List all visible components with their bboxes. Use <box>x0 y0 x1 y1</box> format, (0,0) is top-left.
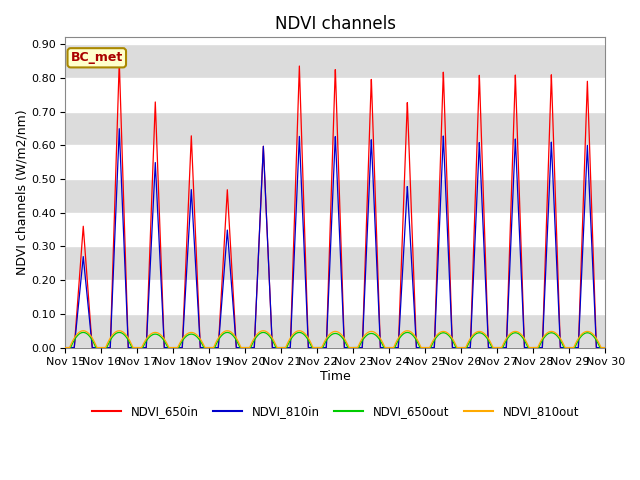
NDVI_650in <box>316 345 323 350</box>
NDVI_810out <box>487 340 495 346</box>
NDVI_650out <box>316 345 323 350</box>
NDVI_650out <box>601 345 609 350</box>
Bar <box>65 314 605 348</box>
NDVI_810in <box>602 345 609 350</box>
NDVI_810out <box>79 328 87 334</box>
NDVI_810in <box>115 126 123 132</box>
Title: NDVI channels: NDVI channels <box>275 15 396 33</box>
NDVI_650out <box>602 345 609 350</box>
NDVI_650in <box>61 345 69 350</box>
NDVI_810out <box>601 345 609 350</box>
NDVI_810in <box>456 345 464 350</box>
NDVI_650in <box>487 345 495 350</box>
NDVI_650in <box>427 345 435 350</box>
NDVI_810out <box>159 334 166 339</box>
NDVI_650out <box>159 336 166 341</box>
NDVI_810in <box>316 345 323 350</box>
NDVI_810out <box>316 345 323 350</box>
NDVI_810out <box>602 345 609 350</box>
Line: NDVI_650in: NDVI_650in <box>65 61 605 348</box>
NDVI_650in <box>159 294 166 300</box>
NDVI_810in <box>601 345 609 350</box>
NDVI_810in <box>159 307 166 312</box>
Bar <box>65 111 605 145</box>
Bar <box>65 246 605 280</box>
NDVI_650out <box>487 342 495 348</box>
NDVI_650out <box>79 330 87 336</box>
NDVI_650in <box>602 345 609 350</box>
Text: BC_met: BC_met <box>70 51 123 64</box>
NDVI_810out <box>456 345 464 350</box>
Bar <box>65 179 605 213</box>
NDVI_810in <box>61 345 69 350</box>
Legend: NDVI_650in, NDVI_810in, NDVI_650out, NDVI_810out: NDVI_650in, NDVI_810in, NDVI_650out, NDV… <box>87 400 584 422</box>
Line: NDVI_650out: NDVI_650out <box>65 333 605 348</box>
Line: NDVI_810in: NDVI_810in <box>65 129 605 348</box>
NDVI_810out <box>61 345 69 350</box>
NDVI_650in <box>601 345 609 350</box>
Line: NDVI_810out: NDVI_810out <box>65 331 605 348</box>
NDVI_650out <box>61 345 69 350</box>
NDVI_810in <box>427 345 435 350</box>
Bar <box>65 44 605 78</box>
NDVI_810in <box>487 345 495 350</box>
NDVI_810out <box>427 343 435 349</box>
NDVI_650out <box>456 345 464 350</box>
NDVI_650in <box>456 345 464 350</box>
X-axis label: Time: Time <box>320 370 351 383</box>
Y-axis label: NDVI channels (W/m2/nm): NDVI channels (W/m2/nm) <box>15 109 28 276</box>
NDVI_650out <box>427 345 435 350</box>
NDVI_650in <box>115 59 123 64</box>
